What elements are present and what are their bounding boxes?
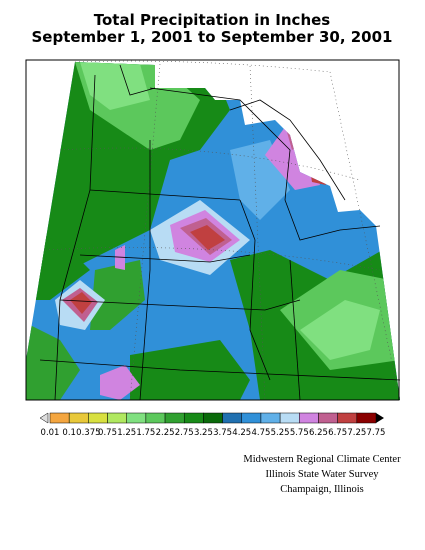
state-borders-shape: [159, 299, 301, 311]
state-borders-shape: [54, 74, 96, 401]
colorbar-swatch: [203, 412, 223, 424]
colorbar-swatch: [183, 412, 204, 424]
colorbar-label: 6.25: [309, 428, 328, 438]
graticule-shape: [129, 63, 161, 401]
colorbar-label: 1.75: [136, 428, 155, 438]
colorbar-label: 1.25: [117, 428, 136, 438]
colorbar-label: 7.75: [367, 428, 386, 438]
colorbar-high-arrow: [376, 413, 384, 423]
colorbar-label: 0.1: [62, 428, 76, 438]
colorbar-swatch: [356, 412, 377, 424]
colorbar-swatch: [126, 412, 147, 424]
colorbar-swatch: [49, 412, 70, 424]
colorbar-label: 2.75: [175, 428, 194, 438]
colorbar-swatch: [88, 412, 108, 424]
colorbar-swatch: [337, 412, 358, 424]
precip-field-shape: [90, 260, 145, 330]
colorbar-label: 3.25: [194, 428, 213, 438]
state-borders-shape: [149, 87, 381, 241]
colorbar-swatch: [318, 412, 338, 424]
colorbar-label: 4.75: [251, 428, 270, 438]
state-borders: [39, 64, 401, 401]
credit: Midwestern Regional Climate Center: [243, 454, 401, 465]
precip-field-shape: [190, 225, 225, 250]
precip-field-shape: [300, 300, 380, 360]
colorbar-label: 0.375: [76, 428, 100, 438]
colorbar-label: 5.25: [271, 428, 290, 438]
colorbar-label: 3.75: [213, 428, 232, 438]
colorbar-low-arrow: [39, 412, 49, 424]
state-borders-shape: [139, 140, 151, 401]
colorbar-swatch: [299, 412, 319, 424]
subtitle: September 1, 2001 to September 30, 2001: [31, 28, 392, 46]
colorbar-label: 6.75: [328, 428, 347, 438]
colorbar-swatch: [222, 412, 243, 424]
credit: Champaign, Illinois: [280, 484, 363, 495]
colorbar-label: 4.25: [232, 428, 251, 438]
precip-field: [26, 62, 400, 400]
state-borders-shape: [119, 64, 156, 96]
colorbar-swatch: [68, 412, 89, 424]
colorbar-label: 7.25: [347, 428, 366, 438]
colorbar-swatch: [241, 412, 262, 424]
colorbar-swatch: [164, 412, 185, 424]
precip-field-shape: [26, 320, 80, 400]
map-frame: [25, 59, 400, 401]
state-borders-shape: [59, 299, 161, 306]
state-borders-shape: [239, 199, 271, 381]
precip-field-shape: [100, 365, 140, 400]
colorbar-label: 0.01: [41, 428, 60, 438]
state-borders-shape: [229, 99, 346, 201]
credit: Illinois State Water Survey: [266, 469, 380, 480]
precip-field-shape: [70, 292, 92, 314]
colorbar-swatch: [107, 412, 127, 424]
colorbar-swatch: [260, 412, 281, 424]
state-borders-shape: [39, 359, 401, 381]
graticule: [44, 60, 401, 401]
colorbar-label: 5.75: [290, 428, 309, 438]
colorbar-swatch: [279, 412, 300, 424]
title: Total Precipitation in Inches: [94, 11, 331, 29]
state-borders-shape: [79, 254, 251, 263]
state-borders-shape: [89, 189, 241, 201]
state-borders-shape: [289, 259, 301, 401]
colorbar-label: 0.75: [98, 428, 117, 438]
colorbar-swatch: [145, 412, 166, 424]
precip-field-shape: [130, 340, 250, 400]
colorbar-label: 2.25: [156, 428, 175, 438]
precip-field-shape: [80, 62, 150, 110]
